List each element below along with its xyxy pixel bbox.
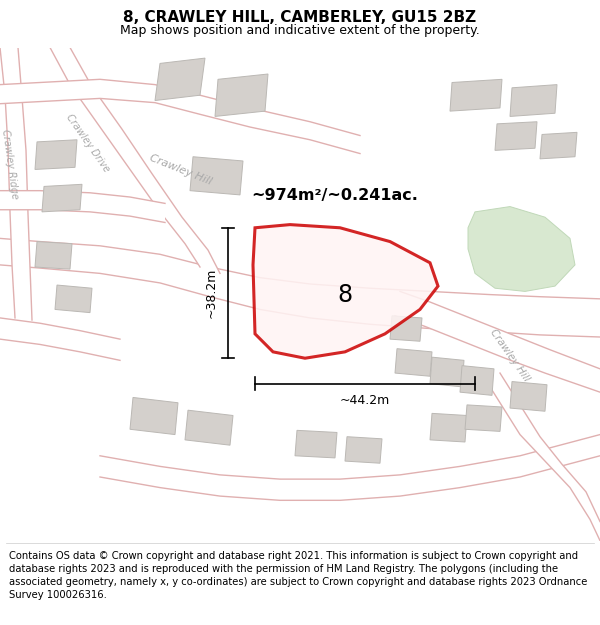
Polygon shape (345, 437, 382, 463)
Polygon shape (185, 410, 233, 445)
Polygon shape (50, 48, 220, 273)
Polygon shape (395, 291, 600, 392)
Polygon shape (430, 357, 464, 387)
Polygon shape (510, 381, 547, 411)
Polygon shape (253, 224, 438, 358)
Polygon shape (42, 184, 82, 212)
Text: Map shows position and indicative extent of the property.: Map shows position and indicative extent… (120, 24, 480, 37)
Polygon shape (0, 238, 600, 337)
Polygon shape (295, 431, 337, 458)
Polygon shape (35, 242, 72, 269)
Text: 8: 8 (337, 282, 353, 307)
Text: ~974m²/~0.241ac.: ~974m²/~0.241ac. (251, 188, 418, 203)
Polygon shape (155, 58, 205, 101)
Polygon shape (468, 207, 575, 291)
Text: ~44.2m: ~44.2m (340, 394, 390, 408)
Text: Contains OS data © Crown copyright and database right 2021. This information is : Contains OS data © Crown copyright and d… (9, 551, 587, 601)
Text: Crawley Ridge: Crawley Ridge (0, 129, 20, 200)
Text: ~38.2m: ~38.2m (205, 268, 218, 318)
Polygon shape (395, 349, 432, 376)
Polygon shape (0, 48, 32, 320)
Polygon shape (460, 366, 494, 396)
Polygon shape (0, 318, 120, 361)
Text: Crawley Drive: Crawley Drive (64, 112, 112, 174)
Polygon shape (215, 74, 268, 116)
Polygon shape (430, 413, 467, 442)
Polygon shape (190, 157, 243, 195)
Polygon shape (0, 191, 165, 222)
Polygon shape (450, 79, 502, 111)
Polygon shape (510, 84, 557, 116)
Polygon shape (35, 140, 77, 169)
Polygon shape (465, 405, 502, 431)
Polygon shape (55, 285, 92, 312)
Polygon shape (130, 398, 178, 434)
Polygon shape (540, 132, 577, 159)
Polygon shape (480, 371, 600, 541)
Polygon shape (495, 122, 537, 151)
Text: Crawley Hill: Crawley Hill (488, 327, 532, 383)
Polygon shape (390, 316, 422, 341)
Polygon shape (0, 79, 360, 154)
Text: 8, CRAWLEY HILL, CAMBERLEY, GU15 2BZ: 8, CRAWLEY HILL, CAMBERLEY, GU15 2BZ (124, 11, 476, 26)
Text: Crawley Hill: Crawley Hill (148, 152, 213, 186)
Polygon shape (100, 434, 600, 501)
